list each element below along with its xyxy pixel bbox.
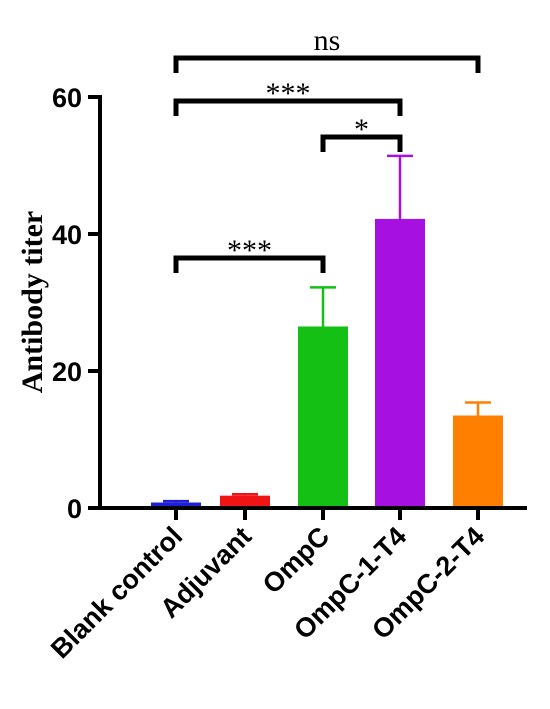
significance-bracket (173, 55, 481, 73)
bar (453, 415, 503, 508)
significance-label: *** (266, 77, 311, 110)
bar (220, 495, 270, 508)
bars-group (151, 218, 503, 508)
error-bars-group (163, 154, 491, 503)
bar (151, 502, 201, 508)
significance-brackets-group: ns******* (173, 24, 481, 273)
y-axis-label: Antibody titer (16, 211, 49, 394)
bar (298, 326, 348, 508)
significance-bracket (173, 255, 326, 273)
y-tick-label: 60 (52, 83, 82, 113)
bar (375, 218, 425, 508)
significance-bracket (320, 134, 403, 152)
y-ticks-group: 0 20 40 60 (52, 83, 100, 524)
significance-label: * (354, 113, 369, 146)
significance-label: *** (227, 234, 272, 267)
y-tick-label: 40 (52, 220, 82, 250)
y-tick-label: 0 (67, 494, 82, 524)
axes-group (98, 95, 527, 510)
significance-bracket (173, 98, 403, 116)
y-tick-label: 20 (52, 357, 82, 387)
significance-label: ns (314, 24, 341, 57)
